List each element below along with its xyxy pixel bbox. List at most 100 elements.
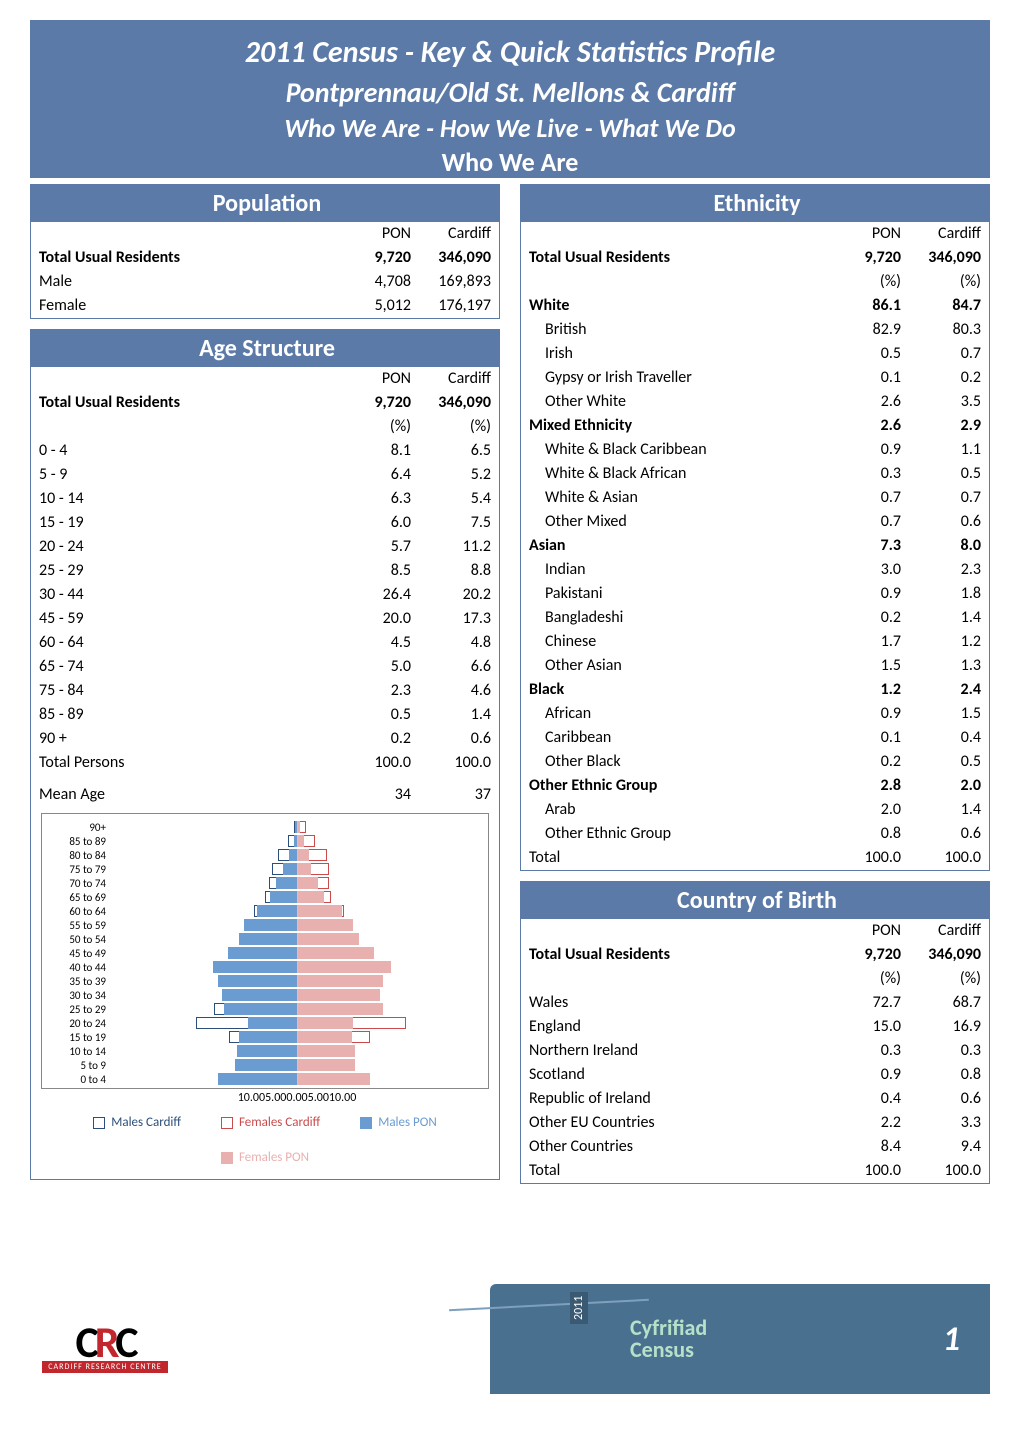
bar-females-pon — [298, 835, 305, 847]
row-label: Caribbean — [521, 726, 829, 750]
pyramid-row-label: 10 to 14 — [46, 1046, 110, 1057]
row-cardiff: 346,090 — [909, 943, 989, 967]
pyramid-males — [110, 835, 298, 847]
bar-males-pon — [237, 1045, 297, 1057]
table-row: Caribbean0.10.4 — [521, 726, 989, 750]
pyramid-males — [110, 863, 298, 875]
axis-tick: 10.00 — [329, 1091, 356, 1105]
pyramid-females — [298, 863, 485, 875]
table-row: Mixed Ethnicity2.62.9 — [521, 414, 989, 438]
row-pon: 8.5 — [339, 559, 419, 583]
col-pon: PON — [339, 222, 419, 246]
bar-females-pon — [298, 1073, 371, 1085]
row-label: Scotland — [521, 1063, 829, 1087]
row-label: Total Usual Residents — [31, 391, 339, 415]
bar-males-pon — [283, 863, 296, 875]
row-cardiff: 0.8 — [909, 1063, 989, 1087]
row-pon: 8.1 — [339, 439, 419, 463]
column-right: Ethnicity PON Cardiff Total Usual Reside… — [520, 184, 990, 1194]
bar-males-pon — [294, 835, 297, 847]
row-cardiff: 0.6 — [909, 510, 989, 534]
table-row: 20 - 245.711.2 — [31, 535, 499, 559]
pyramid-males — [110, 877, 298, 889]
row-label: 85 - 89 — [31, 703, 339, 727]
pyramid-row-label: 0 to 4 — [46, 1074, 110, 1085]
mean-age-label: Mean Age — [31, 783, 339, 807]
row-pon: 6.4 — [339, 463, 419, 487]
crc-logo: CRC CARDIFF RESEARCH CENTRE — [30, 1304, 180, 1394]
table-row: White86.184.7 — [521, 294, 989, 318]
crc-logo-text: CRC — [75, 1325, 134, 1360]
ethnicity-table: PON Cardiff Total Usual Residents9,72034… — [521, 222, 989, 870]
col-pon: PON — [829, 222, 909, 246]
bar-males-pon — [218, 1073, 296, 1085]
legend-swatch — [221, 1152, 233, 1164]
row-pon: 0.7 — [829, 486, 909, 510]
pyramid-row-label: 35 to 39 — [46, 976, 110, 987]
row-label: African — [521, 702, 829, 726]
legend-item: Males PON — [360, 1115, 437, 1130]
pyramid-row-label: 25 to 29 — [46, 1004, 110, 1015]
table-row: 15 - 196.07.5 — [31, 511, 499, 535]
row-label: 65 - 74 — [31, 655, 339, 679]
table-row: Other EU Countries2.23.3 — [521, 1111, 989, 1135]
pyramid-row-label: 80 to 84 — [46, 850, 110, 861]
row-label: Total Persons — [31, 751, 339, 775]
pyramid-females — [298, 1059, 485, 1071]
row-label: Other EU Countries — [521, 1111, 829, 1135]
pyramid-row-label: 85 to 89 — [46, 836, 110, 847]
population-header: Population — [31, 185, 499, 222]
row-cardiff: 6.6 — [419, 655, 499, 679]
row-pon: 0.4 — [829, 1087, 909, 1111]
column-left: Population PON Cardiff Total Usual Resid… — [30, 184, 500, 1194]
row-pon: 0.9 — [829, 1063, 909, 1087]
pyramid-row: 15 to 19 — [46, 1030, 484, 1044]
population-panel: Population PON Cardiff Total Usual Resid… — [30, 184, 500, 319]
bar-females-pon — [298, 1031, 352, 1043]
row-cardiff: 0.5 — [909, 750, 989, 774]
row-cardiff: 0.6 — [419, 727, 499, 751]
row-label: Other Countries — [521, 1135, 829, 1159]
table-row: 75 - 842.34.6 — [31, 679, 499, 703]
population-table: PON Cardiff Total Usual Residents9,72034… — [31, 222, 499, 318]
bar-males-pon — [248, 1017, 296, 1029]
table-row: Total Usual Residents9,720346,090 — [521, 246, 989, 270]
row-cardiff: 1.4 — [419, 703, 499, 727]
axis-tick: 0.00 — [286, 1091, 307, 1105]
pyramid-males — [110, 891, 298, 903]
row-label: Indian — [521, 558, 829, 582]
bar-females-pon — [298, 905, 343, 917]
pyramid-axis: 10.00 5.00 0.00 5.00 10.00 — [174, 1091, 357, 1105]
pyramid-males — [110, 919, 298, 931]
row-cardiff: 1.4 — [909, 798, 989, 822]
row-label: Gypsy or Irish Traveller — [521, 366, 829, 390]
bar-males-pon — [235, 1059, 297, 1071]
row-pon: 9,720 — [829, 246, 909, 270]
row-pon: 9,720 — [339, 391, 419, 415]
legend-swatch — [93, 1117, 105, 1129]
table-row: White & Black African0.30.5 — [521, 462, 989, 486]
bar-males-pon — [218, 975, 296, 987]
pyramid-males — [110, 1059, 298, 1071]
row-cardiff: 346,090 — [419, 246, 499, 270]
table-row: Other Ethnic Group0.80.6 — [521, 822, 989, 846]
row-cardiff: 80.3 — [909, 318, 989, 342]
pyramid-males — [110, 905, 298, 917]
table-row: Scotland0.90.8 — [521, 1063, 989, 1087]
row-cardiff: 1.2 — [909, 630, 989, 654]
row-label: Total — [521, 1159, 829, 1183]
footer-census-label: Cyfrifiad Census — [630, 1317, 707, 1361]
pyramid-row-label: 20 to 24 — [46, 1018, 110, 1029]
row-label: Pakistani — [521, 582, 829, 606]
row-label: Other Black — [521, 750, 829, 774]
cob-panel: Country of Birth PON Cardiff Total Usual… — [520, 881, 990, 1184]
legend-item: Males Cardiff — [93, 1115, 181, 1130]
row-pon: 0.5 — [829, 342, 909, 366]
bar-females-pon — [298, 849, 309, 861]
table-row: 10 - 146.35.4 — [31, 487, 499, 511]
bar-males-pon — [239, 1031, 297, 1043]
bar-females-pon — [298, 933, 360, 945]
row-label — [521, 967, 829, 991]
row-label: Asian — [521, 534, 829, 558]
table-row: Chinese1.71.2 — [521, 630, 989, 654]
